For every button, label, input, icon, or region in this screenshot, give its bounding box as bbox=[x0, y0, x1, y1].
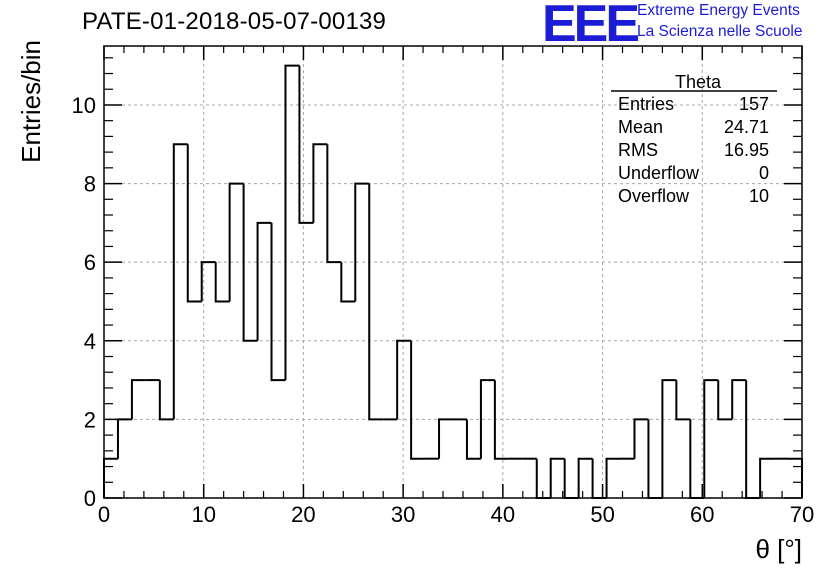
stats-row-label: Underflow bbox=[618, 163, 700, 183]
y-tick-label: 4 bbox=[84, 329, 96, 354]
histogram-bin bbox=[493, 380, 509, 460]
histogram-bin bbox=[438, 418, 453, 459]
histogram-bin bbox=[605, 457, 621, 498]
x-tick-label: 0 bbox=[98, 502, 110, 527]
histogram-bin bbox=[731, 379, 747, 420]
stats-row-label: Entries bbox=[618, 94, 674, 114]
y-tick-label: 10 bbox=[72, 93, 96, 118]
stats-box: Theta Entries 157 Mean 24.71 RMS 16.95 Underfl… bbox=[611, 72, 777, 206]
plot-frame bbox=[103, 45, 803, 499]
histogram-bin bbox=[633, 418, 649, 459]
y-tick-label: 0 bbox=[84, 486, 96, 511]
x-tick-label: 10 bbox=[191, 502, 215, 527]
tick-labels: 0 10 20 30 40 50 60 70 0 2 4 6 8 10 bbox=[72, 93, 815, 527]
histogram-outline bbox=[103, 64, 803, 499]
stats-row-value: 0 bbox=[759, 163, 769, 183]
x-tick-label: 20 bbox=[291, 502, 315, 527]
histogram-bin bbox=[270, 222, 286, 382]
histogram-bin bbox=[759, 457, 775, 498]
histogram-bin bbox=[298, 65, 314, 224]
histogram-bin bbox=[284, 64, 300, 381]
histogram-bin bbox=[703, 379, 719, 498]
histogram-bin bbox=[675, 380, 691, 421]
x-tick-label: 50 bbox=[590, 502, 614, 527]
histogram-bin bbox=[214, 262, 230, 303]
histogram-bin bbox=[647, 419, 663, 499]
histogram-bin bbox=[200, 261, 216, 302]
logo-caption-line1: Extreme Energy Events bbox=[637, 2, 800, 19]
logo-caption-line2: La Scienza nelle Scuole bbox=[637, 23, 803, 40]
stats-row-value: 157 bbox=[739, 94, 769, 114]
histogram-bin bbox=[340, 262, 356, 303]
stats-title: Theta bbox=[675, 72, 722, 92]
y-axis-label: Entries/bin bbox=[16, 40, 46, 163]
histogram-bin bbox=[116, 418, 132, 459]
histogram-bin bbox=[158, 380, 174, 421]
histogram-bin bbox=[410, 340, 426, 460]
x-tick-label: 60 bbox=[690, 502, 714, 527]
histogram-bin bbox=[535, 458, 551, 499]
stats-row-value: 16.95 bbox=[724, 140, 769, 160]
y-tick-label: 2 bbox=[84, 407, 96, 432]
histogram-bin bbox=[788, 457, 803, 498]
histogram-bin bbox=[563, 458, 579, 499]
x-tick-label: 40 bbox=[491, 502, 515, 527]
stats-row-value: 24.71 bbox=[724, 117, 769, 137]
x-tick-label: 70 bbox=[790, 502, 814, 527]
eee-logo: EEE bbox=[542, 0, 640, 53]
histogram-bin bbox=[326, 144, 342, 264]
histogram-bin bbox=[396, 339, 412, 420]
histogram-bin bbox=[479, 379, 495, 459]
stats-row-label: Mean bbox=[618, 117, 663, 137]
grid bbox=[104, 46, 802, 498]
histogram-bin bbox=[368, 183, 384, 421]
histogram-bin bbox=[661, 379, 677, 498]
chart-title: PATE-01-2018-05-07-00139 bbox=[82, 8, 387, 35]
histogram-bin bbox=[745, 380, 761, 499]
histogram-bin bbox=[256, 221, 272, 341]
histogram-bin bbox=[228, 182, 244, 302]
histogram-bin bbox=[549, 457, 565, 498]
stats-row-label: RMS bbox=[618, 140, 658, 160]
histogram-bin bbox=[354, 182, 370, 302]
y-tick-label: 8 bbox=[84, 172, 96, 197]
stats-row-value: 10 bbox=[749, 186, 769, 206]
histogram-bin bbox=[130, 379, 146, 420]
histogram-bin bbox=[186, 144, 202, 303]
histogram-bin bbox=[103, 457, 118, 498]
histogram-bin bbox=[172, 143, 188, 420]
histogram-bin bbox=[591, 458, 607, 499]
stats-rows: Entries 157 Mean 24.71 RMS 16.95 Underflow 0 Ove… bbox=[618, 94, 769, 206]
stats-row-label: Overflow bbox=[618, 186, 690, 206]
histogram-bin bbox=[312, 143, 328, 223]
histogram-bin bbox=[242, 183, 258, 342]
x-axis-label: θ [°] bbox=[755, 534, 802, 564]
y-tick-label: 6 bbox=[84, 250, 96, 275]
x-tick-label: 30 bbox=[391, 502, 415, 527]
histogram-bin bbox=[717, 380, 733, 421]
axis-ticks bbox=[103, 46, 803, 499]
histogram-bin bbox=[577, 457, 593, 498]
histogram-bin bbox=[465, 419, 481, 460]
